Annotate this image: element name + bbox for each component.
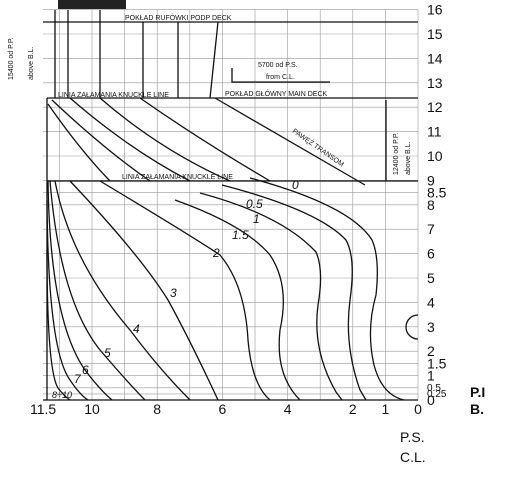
curve-label: 3 (170, 286, 177, 300)
waterline-label: 8.5 (427, 185, 447, 201)
annotation: C.L. (400, 449, 426, 465)
curve-label: 4 (133, 322, 140, 336)
curve-label: 6 (82, 363, 89, 377)
section-curve (221, 184, 367, 401)
annotation: P.I (470, 384, 485, 400)
annotation: P.S. (400, 429, 425, 445)
station-label: 2 (349, 401, 357, 417)
waterline-label: 1 (427, 368, 435, 384)
waterline-label: 0.5 (427, 383, 441, 394)
waterline-label: 16 (427, 2, 443, 18)
curve-label: 0.5 (246, 197, 263, 211)
annotation: from C.L. (266, 74, 295, 81)
section-curve (199, 192, 343, 401)
hull-line (47, 97, 366, 186)
curve-label: 8÷10 (52, 390, 72, 400)
header-block (58, 0, 126, 9)
waterline-label: 2 (427, 343, 435, 359)
station-label: 8 (153, 401, 161, 417)
waterline-label: 7 (427, 221, 435, 237)
curve-label: 2 (212, 246, 220, 260)
station-label: 4 (284, 401, 292, 417)
waterline-label: 0.25 (427, 389, 447, 400)
station-label: 6 (219, 401, 227, 417)
hull-line (231, 68, 387, 181)
waterline-label: 8 (427, 197, 435, 213)
waterline-label: 13 (427, 75, 443, 91)
frame (43, 21, 418, 401)
section-curve (46, 199, 89, 401)
curve-label: 1.5 (232, 228, 249, 242)
waterline-label: 3 (427, 319, 435, 335)
waterline-label: 12 (427, 99, 443, 115)
waterline-label: 5 (427, 270, 435, 286)
waterline-label: 10 (427, 148, 443, 164)
station-label: 11.5 (30, 401, 56, 417)
section-curve (99, 180, 271, 401)
station-label: 0 (414, 401, 422, 417)
annotation: LINIA ZAŁAMANIA KNUCKLE LINE (58, 92, 169, 99)
waterline-label: 11 (427, 124, 442, 140)
waterline-label: 1.5 (427, 355, 447, 371)
waterline-label: 6 (427, 246, 435, 262)
section-curve (54, 180, 191, 401)
annotation: above B.L. (405, 141, 412, 175)
annotation: POKŁAD GŁÓWNY MAIN DECK (225, 89, 328, 98)
annotation: above B.L. (28, 46, 35, 80)
section-curve (249, 177, 405, 401)
annotation: 15400 od P.P. (8, 37, 15, 80)
section-curve (47, 180, 113, 401)
waterline-label: 9 (427, 172, 435, 188)
annotation: 5700 od P.S. (258, 62, 298, 69)
bulb-arc (405, 314, 419, 340)
section-curve (69, 180, 219, 401)
waterline-label: 4 (427, 294, 435, 310)
waterline-label: 0 (427, 392, 435, 408)
curve-label: 0 (292, 178, 299, 192)
annotation: B. (470, 401, 484, 417)
section-curve (46, 249, 71, 401)
section-curve (174, 199, 301, 401)
waterline-label: 15 (427, 26, 443, 42)
curve-label: 7 (74, 372, 82, 386)
annotation: LINIA ZAŁAMANIA KNUCKLE LINE (122, 174, 233, 181)
section-curve (49, 180, 146, 401)
annotation: 12400 od P.P. (393, 132, 400, 175)
station-label: 10 (84, 401, 100, 417)
waterline-label: 14 (427, 50, 443, 66)
hull-line (54, 10, 219, 99)
station-label: 1 (382, 401, 390, 417)
curve-label: 1 (253, 212, 260, 226)
curve-label: 5 (104, 346, 111, 360)
annotation: POKŁAD RUFÓWKI PODP DECK (125, 13, 232, 22)
